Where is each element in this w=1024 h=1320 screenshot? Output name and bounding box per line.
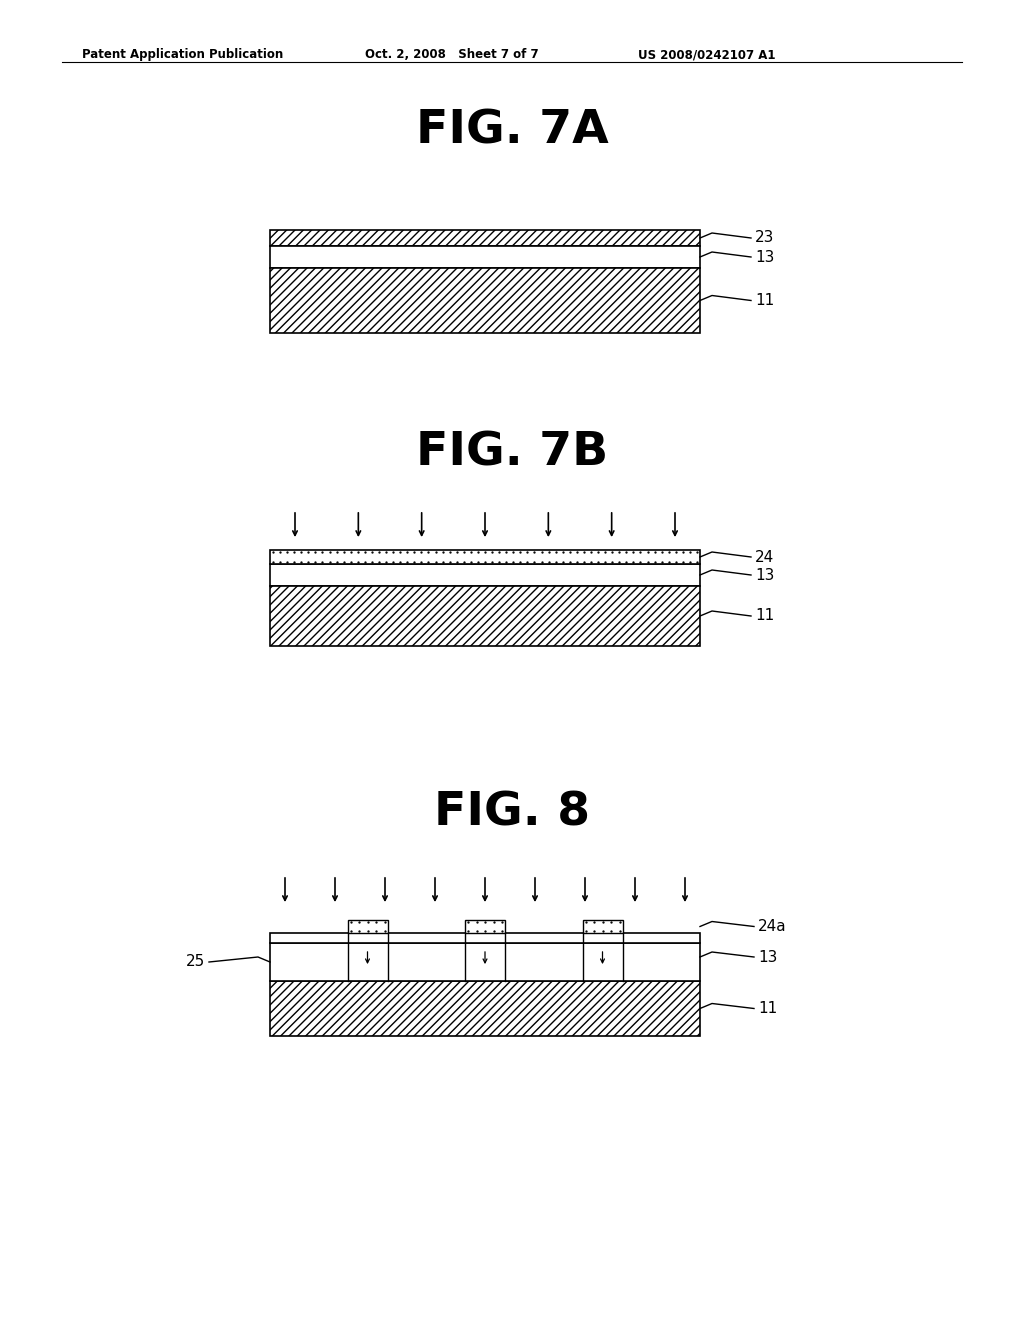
- Text: 11: 11: [758, 1001, 777, 1016]
- Bar: [270, 550, 700, 564]
- Text: 13: 13: [758, 949, 777, 965]
- Text: FIG. 7B: FIG. 7B: [416, 430, 608, 475]
- Bar: [270, 268, 700, 333]
- Bar: [270, 933, 700, 942]
- Text: Patent Application Publication: Patent Application Publication: [82, 48, 284, 61]
- Bar: [270, 230, 700, 246]
- Text: FIG. 8: FIG. 8: [434, 789, 590, 836]
- Text: FIG. 7A: FIG. 7A: [416, 108, 608, 153]
- Text: US 2008/0242107 A1: US 2008/0242107 A1: [638, 48, 775, 61]
- Text: 13: 13: [755, 568, 774, 582]
- Bar: [270, 981, 700, 1036]
- Bar: [270, 586, 700, 645]
- Text: 24a: 24a: [758, 919, 786, 935]
- Text: 11: 11: [755, 609, 774, 623]
- Text: Oct. 2, 2008   Sheet 7 of 7: Oct. 2, 2008 Sheet 7 of 7: [365, 48, 539, 61]
- Bar: [270, 564, 700, 586]
- Bar: [583, 920, 623, 933]
- Text: 23: 23: [755, 231, 774, 246]
- Text: 24: 24: [755, 549, 774, 565]
- Bar: [270, 942, 700, 981]
- Bar: [465, 920, 505, 933]
- Text: 13: 13: [755, 249, 774, 264]
- Bar: [347, 920, 387, 933]
- Text: 25: 25: [185, 954, 205, 969]
- Bar: [270, 246, 700, 268]
- Text: 11: 11: [755, 293, 774, 308]
